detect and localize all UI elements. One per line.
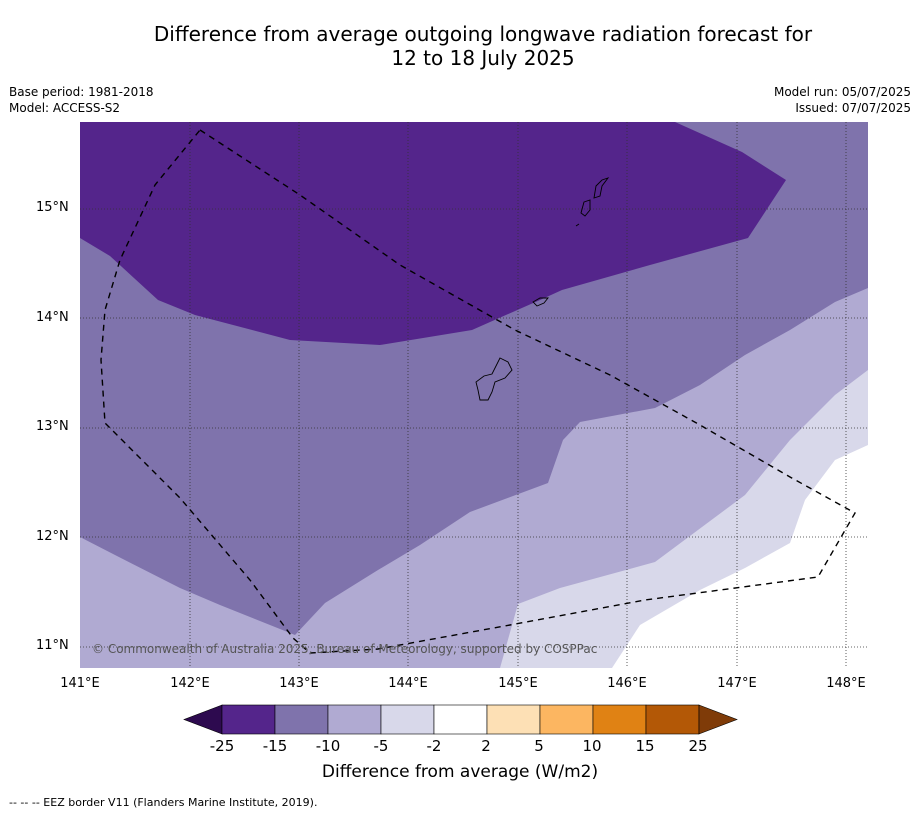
lon-label-147e: 147°E xyxy=(717,676,757,691)
colorbar-swatch xyxy=(221,704,276,735)
colorbar-tick: 5 xyxy=(534,737,544,755)
meta-left: Base period: 1981-2018 Model: ACCESS-S2 xyxy=(9,84,154,116)
lat-label-14n: 14°N xyxy=(36,310,69,325)
lat-label-11n: 11°N xyxy=(36,638,69,653)
colorbar-swatch xyxy=(592,704,647,735)
band-minus2-plus2 xyxy=(612,445,868,668)
colorbar-tick: 15 xyxy=(635,737,655,755)
colorbar-swatch xyxy=(433,704,488,735)
lon-label-143e: 143°E xyxy=(279,676,319,691)
colorbar-swatch xyxy=(274,704,329,735)
colorbar-tick: 25 xyxy=(688,737,708,755)
colorbar-tick: 2 xyxy=(481,737,491,755)
colorbar-tick: -25 xyxy=(209,737,235,755)
colorbar-swatch xyxy=(486,704,541,735)
aguijan-islet xyxy=(575,223,580,227)
guam-island xyxy=(475,357,513,401)
colorbar-tick: -15 xyxy=(262,737,288,755)
band-minus25-minus15 xyxy=(80,122,786,345)
model-run: Model run: 05/07/2025 xyxy=(773,85,911,99)
eez-footnote: -- -- -- EEZ border V11 (Flanders Marine… xyxy=(9,796,318,809)
lon-label-144e: 144°E xyxy=(388,676,428,691)
lon-label-145e: 145°E xyxy=(498,676,538,691)
map-title: Difference from average outgoing longwav… xyxy=(0,22,919,70)
copyright-notice: © Commonwealth of Australia 2025, Bureau… xyxy=(92,642,598,656)
lon-label-146e: 146°E xyxy=(607,676,647,691)
rota-island xyxy=(532,297,549,307)
colorbar xyxy=(183,704,738,735)
colorbar-tick: 10 xyxy=(582,737,602,755)
base-period: Base period: 1981-2018 xyxy=(9,85,154,99)
lat-label-13n: 13°N xyxy=(36,419,69,434)
islands xyxy=(475,177,610,401)
meta-right: Model run: 05/07/2025 Issued: 07/07/2025 xyxy=(774,84,911,116)
lon-label-148e: 148°E xyxy=(826,676,866,691)
colorbar-swatch xyxy=(380,704,435,735)
colorbar-swatch xyxy=(645,704,700,735)
title-line-2: 12 to 18 July 2025 xyxy=(391,46,575,70)
lat-label-12n: 12°N xyxy=(36,529,69,544)
title-line-1: Difference from average outgoing longwav… xyxy=(153,22,813,46)
issued-date: Issued: 07/07/2025 xyxy=(795,101,911,115)
lat-label-15n: 15°N xyxy=(36,200,69,215)
colorbar-extend-low xyxy=(183,704,223,735)
lon-label-141e: 141°E xyxy=(60,676,100,691)
saipan-island xyxy=(593,177,610,199)
colorbar-tick: -5 xyxy=(373,737,389,755)
graticule xyxy=(80,122,868,668)
lon-label-142e: 142°E xyxy=(170,676,210,691)
model-name: Model: ACCESS-S2 xyxy=(9,101,121,115)
colorbar-swatch xyxy=(539,704,594,735)
colorbar-tick: -2 xyxy=(426,737,442,755)
colorbar-extend-high xyxy=(698,704,738,735)
colorbar-swatch xyxy=(327,704,382,735)
colorbar-title: Difference from average (W/m2) xyxy=(321,762,599,782)
colorbar-tick: -10 xyxy=(315,737,341,755)
tinian-island xyxy=(580,199,591,217)
eez-border xyxy=(100,129,856,654)
